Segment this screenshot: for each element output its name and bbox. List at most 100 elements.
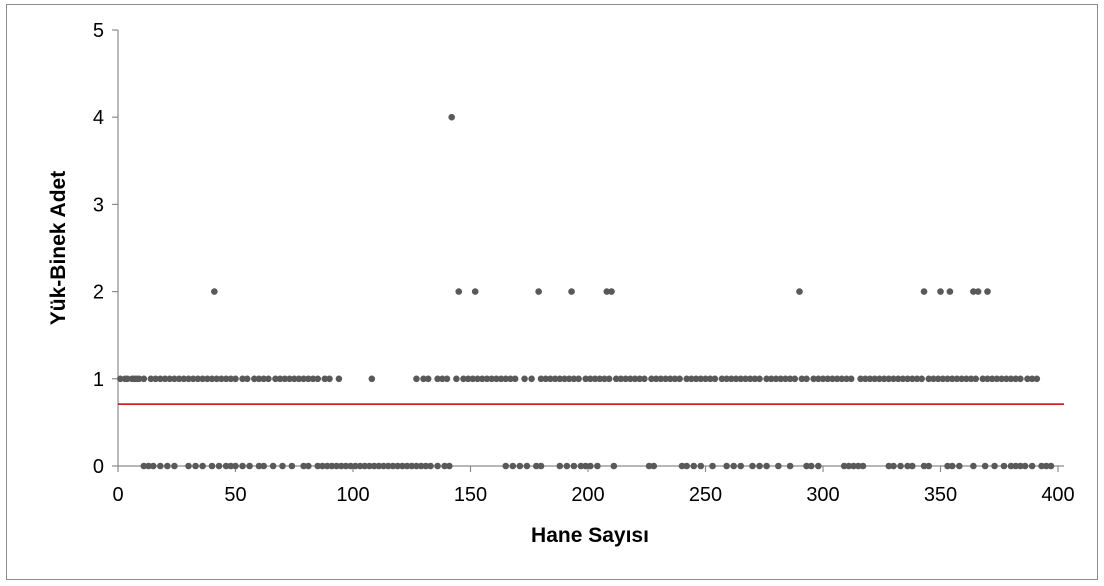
data-point — [469, 375, 477, 383]
data-point — [984, 375, 991, 383]
data-point — [920, 288, 928, 295]
data-point — [746, 375, 754, 383]
data-point — [413, 462, 420, 470]
data-point — [502, 375, 510, 383]
data-point — [683, 462, 690, 470]
data-point — [547, 375, 554, 383]
data-point — [880, 375, 888, 383]
data-point — [537, 462, 545, 470]
data-point — [208, 462, 216, 470]
data-point — [281, 375, 289, 383]
data-point — [596, 375, 604, 383]
data-point — [255, 462, 263, 470]
data-point — [251, 375, 258, 383]
data-point — [909, 375, 916, 383]
data-point — [768, 375, 775, 383]
data-point — [408, 462, 416, 470]
data-point — [993, 375, 1001, 383]
data-point — [218, 375, 225, 383]
data-point — [737, 462, 745, 470]
data-point — [478, 375, 486, 383]
data-point — [807, 462, 815, 470]
data-point — [730, 462, 737, 470]
data-point — [347, 462, 354, 470]
data-point — [157, 375, 164, 383]
data-point — [775, 462, 782, 470]
data-point — [786, 462, 794, 470]
data-point — [998, 375, 1005, 383]
data-point — [641, 375, 648, 383]
data-point — [587, 375, 594, 383]
data-point — [453, 375, 460, 383]
data-point — [652, 375, 660, 383]
data-point — [175, 375, 183, 383]
data-point — [290, 375, 298, 383]
data-point — [464, 375, 472, 383]
data-point — [972, 375, 980, 383]
data-point — [662, 375, 669, 383]
data-point — [194, 375, 202, 383]
data-point — [1000, 462, 1008, 470]
data-point — [709, 462, 716, 470]
chart-frame — [6, 4, 1098, 580]
data-point — [1021, 462, 1029, 470]
data-point — [255, 375, 263, 383]
data-point — [361, 462, 369, 470]
data-point — [627, 375, 634, 383]
data-point — [603, 288, 611, 295]
data-point — [368, 375, 376, 383]
x-tick-label: 200 — [571, 484, 604, 506]
data-point — [135, 375, 143, 383]
data-point — [718, 375, 726, 383]
data-point — [678, 462, 686, 470]
data-point — [866, 375, 874, 383]
data-point — [854, 462, 862, 470]
data-point — [279, 462, 286, 470]
data-point — [925, 375, 933, 383]
data-point — [862, 375, 869, 383]
data-point — [690, 462, 698, 470]
y-axis-title: Yük-Binek Adet — [47, 171, 70, 325]
x-tick-label: 400 — [1041, 484, 1074, 506]
data-point — [763, 462, 770, 470]
data-point — [1017, 375, 1024, 383]
data-point — [706, 375, 714, 383]
data-point — [948, 375, 956, 383]
data-point — [269, 462, 277, 470]
data-point — [300, 462, 307, 470]
data-point — [323, 462, 331, 470]
data-point — [934, 375, 942, 383]
data-point — [815, 462, 822, 470]
data-point — [208, 375, 216, 383]
data-point — [185, 462, 192, 470]
data-point — [782, 375, 789, 383]
data-point — [192, 462, 199, 470]
data-point — [246, 462, 253, 470]
data-point — [147, 375, 155, 383]
data-point — [591, 375, 599, 383]
data-point — [742, 375, 749, 383]
data-point — [441, 462, 448, 470]
data-point — [556, 375, 564, 383]
data-point — [871, 375, 878, 383]
data-point — [272, 375, 279, 383]
x-tick-label: 100 — [336, 484, 369, 506]
data-point — [213, 375, 220, 383]
data-point — [180, 375, 188, 383]
data-point — [702, 375, 709, 383]
data-point — [697, 462, 705, 470]
data-point — [516, 462, 524, 470]
data-point — [631, 375, 639, 383]
data-point — [688, 375, 695, 383]
y-tick-label: 1 — [93, 369, 104, 391]
data-point — [612, 375, 620, 383]
data-point — [577, 462, 585, 470]
data-point — [260, 375, 268, 383]
data-points — [117, 113, 1055, 470]
data-point — [899, 375, 907, 383]
data-point — [185, 375, 192, 383]
data-point — [796, 288, 803, 295]
data-point — [189, 375, 197, 383]
data-point — [1024, 375, 1031, 383]
data-point — [890, 462, 897, 470]
